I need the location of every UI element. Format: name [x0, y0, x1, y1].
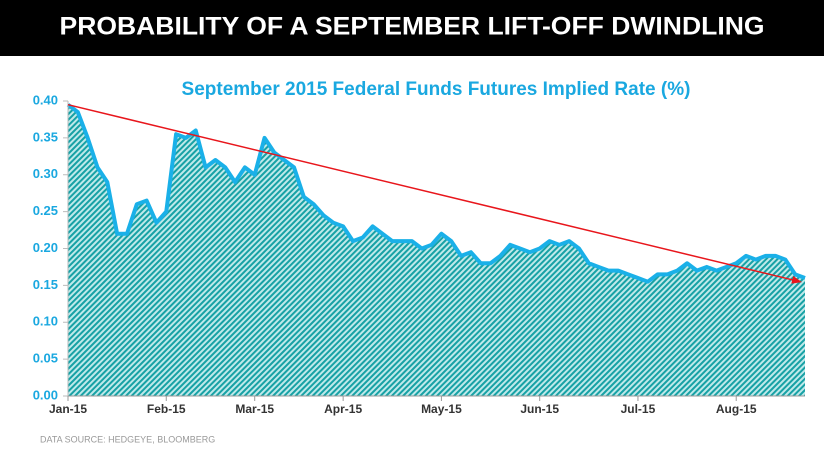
y-tick-label: 0.05: [33, 351, 58, 366]
x-tick-label: Apr-15: [324, 402, 362, 416]
y-tick-label: 0.30: [33, 166, 58, 181]
header-title: PROBABILITY OF A SEPTEMBER LIFT-OFF DWIN…: [60, 13, 765, 41]
y-tick-label: 0.25: [33, 203, 58, 218]
area: [68, 104, 805, 396]
x-tick-label: Mar-15: [235, 402, 274, 416]
x-tick-label: Jun-15: [520, 402, 559, 416]
x-tick-label: Feb-15: [147, 402, 186, 416]
y-tick-label: 0.15: [33, 277, 58, 292]
y-tick-label: 0.35: [33, 129, 58, 144]
x-tick-label: Jan-15: [49, 402, 87, 416]
x-tick-label: Aug-15: [716, 402, 757, 416]
chart-title: September 2015 Federal Funds Futures Imp…: [182, 79, 691, 100]
x-tick-label: Jul-15: [621, 402, 656, 416]
y-tick-label: 0.40: [33, 92, 58, 107]
y-tick-label: 0.00: [33, 387, 58, 402]
y-tick-label: 0.10: [33, 314, 58, 329]
source-note: DATA SOURCE: HEDGEYE, BLOOMBERG: [40, 434, 215, 444]
x-tick-label: May-15: [421, 402, 462, 416]
header-bar: [0, 0, 824, 56]
trendline: [67, 103, 802, 284]
y-tick-label: 0.20: [33, 240, 58, 255]
